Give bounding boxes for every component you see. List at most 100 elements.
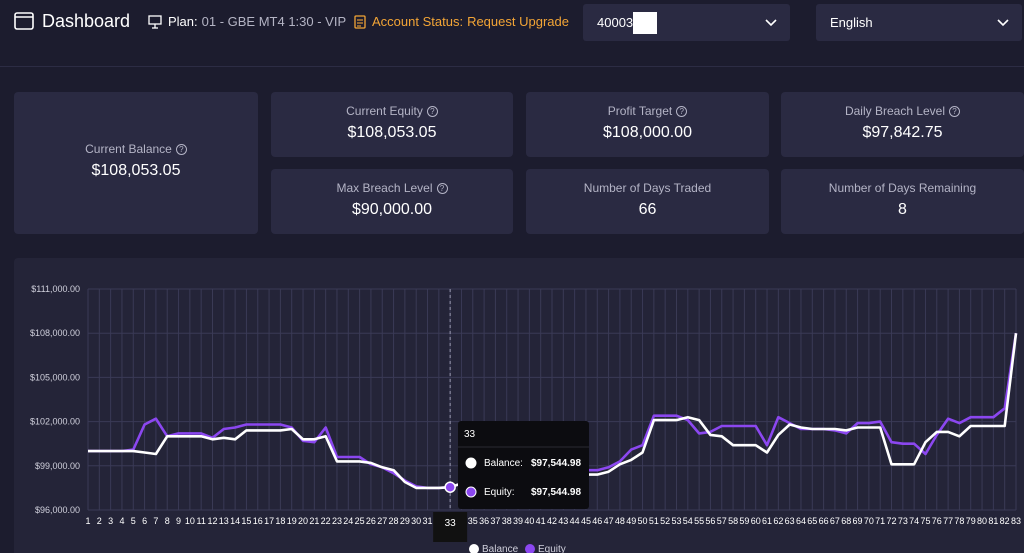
x-tick-label: 41 [536, 516, 546, 526]
language-value: English [830, 15, 873, 30]
plan-label: Plan: [168, 14, 198, 29]
x-tick-label: 21 [309, 516, 319, 526]
days-traded-card: Number of Days Traded 66 [526, 169, 769, 234]
x-tick-label: 16 [253, 516, 263, 526]
card-value: $90,000.00 [351, 201, 433, 218]
x-tick-label: 76 [932, 516, 942, 526]
x-tick-label: 81 [988, 516, 998, 526]
x-tick-label: 57 [717, 516, 727, 526]
x-axis-ticks: 1 2 3 4 5 6 7 8 9 10 11 12 13 14 15 16 17 18 19 20 21 22 23 24 2… [85, 516, 1021, 526]
y-tick-label: $102,000.00 [30, 417, 80, 427]
x-tick-label: 43 [558, 516, 568, 526]
x-tick-label: 56 [705, 516, 715, 526]
chart-canvas[interactable]: $96,000.00 $99,000.00 $102,000.00 $105,000.… [14, 258, 1024, 553]
tooltip-row-value: $97,544.98 [531, 458, 581, 469]
x-tick-label: 75 [920, 516, 930, 526]
x-axis-hover-label: 33 [445, 518, 457, 529]
help-icon[interactable]: ? [175, 143, 187, 155]
x-tick-label: 27 [377, 516, 387, 526]
x-tick-label: 19 [287, 516, 297, 526]
redacted-mask [633, 11, 658, 34]
tooltip-row-value: $97,544.98 [531, 487, 581, 498]
x-tick-label: 39 [513, 516, 523, 526]
card-value: 8 [898, 201, 907, 218]
tooltip-title: 33 [464, 429, 476, 440]
x-tick-label: 65 [807, 516, 817, 526]
x-tick-label: 49 [626, 516, 636, 526]
help-icon[interactable]: ? [426, 105, 438, 117]
x-tick-label: 54 [683, 516, 693, 526]
tooltip-marker [465, 486, 477, 498]
x-tick-label: 24 [343, 516, 353, 526]
x-tick-label: 64 [796, 516, 806, 526]
x-tick-label: 70 [864, 516, 874, 526]
plan-value: 01 - GBE MT4 1:30 - VIP [201, 14, 347, 29]
x-tick-label: 66 [819, 516, 829, 526]
card-label: Number of Days Traded [583, 181, 712, 195]
help-icon[interactable]: ? [436, 182, 448, 194]
chart-tooltip: 33 33 Balance: $97,544.98 Equity: $97,544.98 [433, 289, 589, 542]
window-icon [14, 12, 34, 30]
x-tick-label: 20 [298, 516, 308, 526]
chart-grid [87, 288, 1017, 511]
x-tick-label: 83 [1011, 516, 1021, 526]
card-label: Profit Target [607, 104, 673, 118]
x-tick-label: 67 [830, 516, 840, 526]
legend-marker-equity [525, 544, 535, 553]
x-tick-label: 35 [468, 516, 478, 526]
x-tick-label: 59 [739, 516, 749, 526]
tooltip-row-label: Equity: [484, 487, 515, 498]
x-tick-label: 48 [615, 516, 625, 526]
account-status: Account Status: Request Upgrade [354, 14, 569, 29]
hover-point [444, 481, 456, 493]
current-balance-card: Current Balance? $108,053.05 [14, 92, 258, 234]
page-title: Dashboard [42, 10, 131, 31]
chevron-down-icon [764, 15, 778, 32]
tooltip-row-label: Balance: [484, 458, 523, 469]
x-tick-label: 38 [502, 516, 512, 526]
request-upgrade-link[interactable]: Request Upgrade [467, 14, 569, 29]
x-tick-label: 6 [142, 516, 147, 526]
help-icon[interactable]: ? [949, 105, 961, 117]
x-tick-label: 50 [638, 516, 648, 526]
x-tick-label: 61 [762, 516, 772, 526]
x-axis-hover-label-bg [433, 512, 468, 542]
legend-marker-balance [469, 544, 479, 553]
card-label: Current Balance [85, 142, 172, 156]
header-divider [0, 66, 1024, 67]
x-tick-label: 3 [108, 516, 113, 526]
x-tick-label: 78 [954, 516, 964, 526]
x-tick-label: 42 [547, 516, 557, 526]
legend-label-balance: Balance [482, 544, 519, 553]
help-icon[interactable]: ? [676, 105, 688, 117]
account-number: 40003 [597, 15, 634, 30]
card-value: $108,053.05 [347, 124, 437, 141]
card-label: Number of Days Remaining [828, 181, 977, 195]
status-label: Account Status: [372, 14, 464, 29]
x-tick-label: 15 [241, 516, 251, 526]
x-tick-label: 79 [966, 516, 976, 526]
x-tick-label: 45 [581, 516, 591, 526]
y-tick-label: $111,000.00 [31, 284, 80, 294]
x-tick-label: 68 [841, 516, 851, 526]
language-select[interactable]: English [816, 4, 1022, 41]
x-tick-label: 8 [165, 516, 170, 526]
card-value: $97,842.75 [862, 124, 943, 141]
legend-label-equity: Equity [538, 544, 566, 553]
max-breach-card: Max Breach Level? $90,000.00 [271, 169, 513, 234]
account-select[interactable]: 40003 [583, 4, 790, 41]
x-tick-label: 26 [366, 516, 376, 526]
x-tick-label: 72 [887, 516, 897, 526]
y-tick-label: $96,000.00 [35, 505, 80, 515]
balance-equity-chart[interactable]: $96,000.00 $99,000.00 $102,000.00 $105,000.… [14, 258, 1024, 553]
x-tick-label: 37 [490, 516, 500, 526]
card-value: 66 [638, 201, 657, 218]
chart-legend: Balance Equity [469, 544, 566, 553]
x-tick-label: 80 [977, 516, 987, 526]
x-tick-label: 46 [592, 516, 602, 526]
x-tick-label: 22 [321, 516, 331, 526]
x-tick-label: 23 [332, 516, 342, 526]
top-bar: Dashboard Plan: 01 - GBE MT4 1:30 - VIP … [0, 0, 1024, 64]
x-tick-label: 62 [773, 516, 783, 526]
x-tick-label: 60 [751, 516, 761, 526]
